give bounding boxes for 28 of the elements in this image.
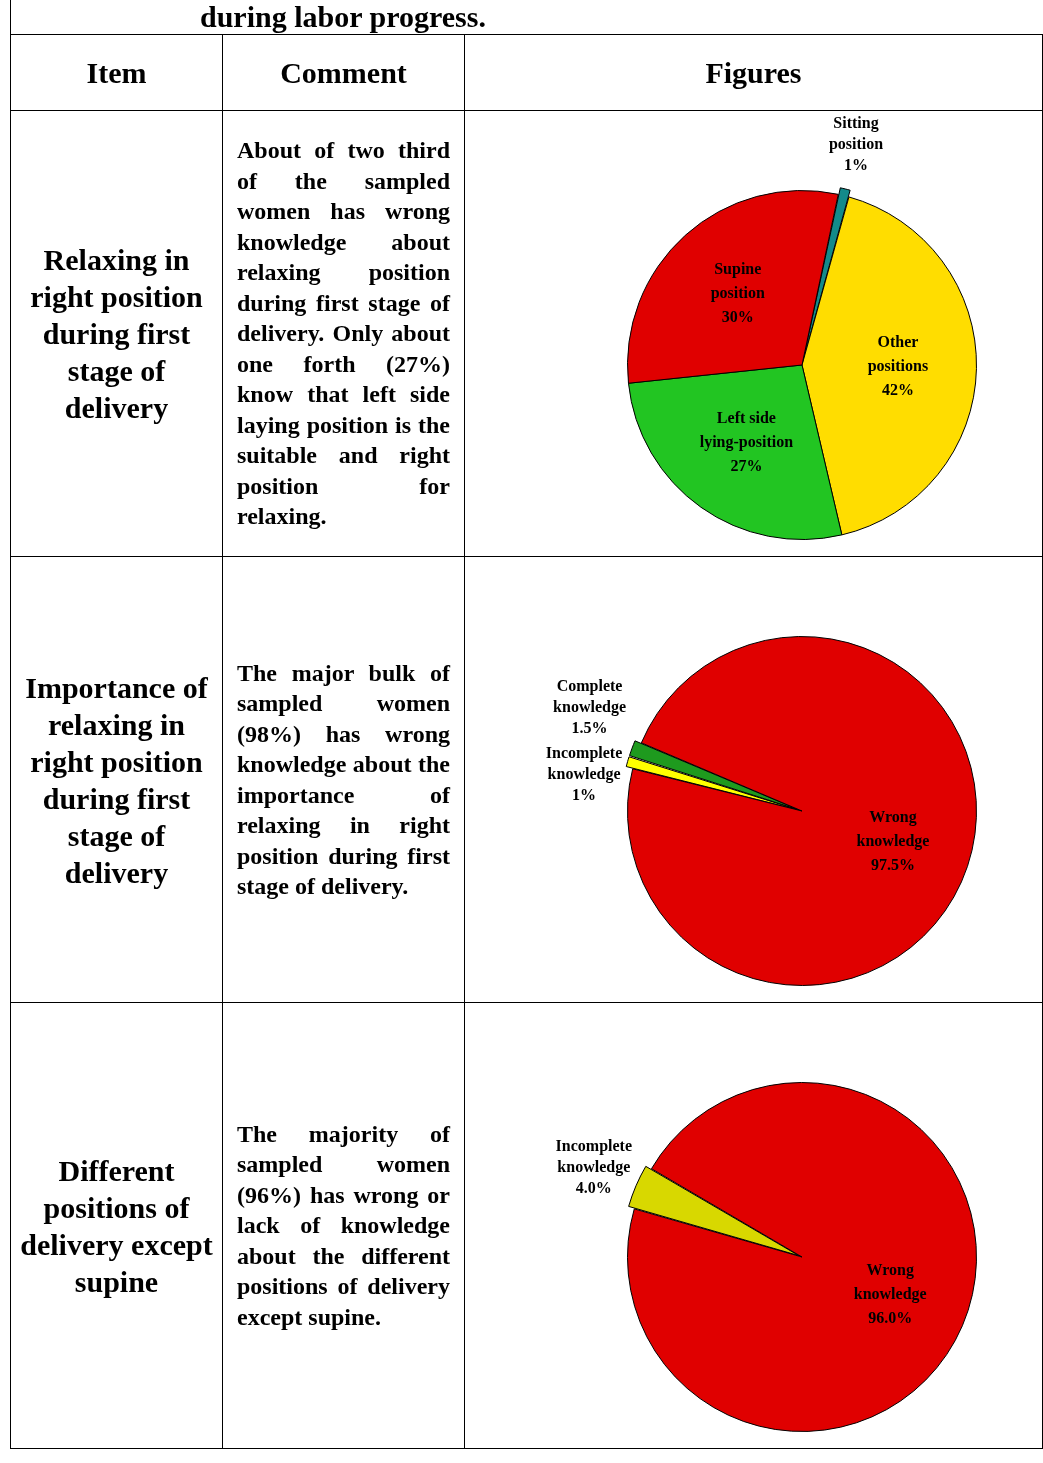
slice-label: Incomplete knowledge [545, 743, 623, 783]
slice-label: Left side lying-position [699, 409, 794, 452]
slice-label: Incomplete knowledge [555, 1136, 633, 1176]
text: About of two third of the sampled women has wrong knowledge about relaxing position during first stage of delivery. Only about one forth (27%) know that left side laying position is the suitable and right position for relaxing. [237, 137, 450, 530]
text: Importance of relaxing in right position during first stage of delivery [11, 557, 223, 1003]
slice-label: Wrong knowledge [856, 807, 930, 850]
text: Comment [223, 35, 465, 111]
data-label: 4.0% [575, 1178, 612, 1196]
text: The majority of sampled women (96%) has wrong or lack of knowledge about the different positions of delivery except supine. [237, 1119, 450, 1332]
data-label: 1% [572, 785, 597, 803]
data-label: 1.5% [571, 718, 608, 736]
data-label: 96.0% [868, 1308, 913, 1326]
data-label: 1% [844, 156, 869, 174]
text: Relaxing in right position during first stage of delivery [11, 111, 223, 557]
data-label: 97.5% [871, 855, 916, 873]
text: The major bulk of sampled women (98%) has wrong knowledge about the importance of relaxing in right position during first stage of delivery. [237, 658, 450, 901]
data-label: 42% [881, 381, 914, 399]
slice-label: Sitting position [828, 114, 884, 154]
text: Figures [465, 35, 1043, 111]
slice-label: Complete knowledge [553, 676, 627, 716]
slice-label: Supine position [710, 259, 765, 302]
slice-label: Other positions [867, 333, 929, 376]
text: during labor progress. [10, 0, 1043, 35]
data-label: 30% [721, 307, 754, 325]
slice-label: Wrong knowledge [853, 1260, 927, 1303]
text: Different positions of delivery except supine [11, 1003, 223, 1449]
text: Item [11, 35, 223, 111]
data-label: 27% [730, 457, 763, 475]
